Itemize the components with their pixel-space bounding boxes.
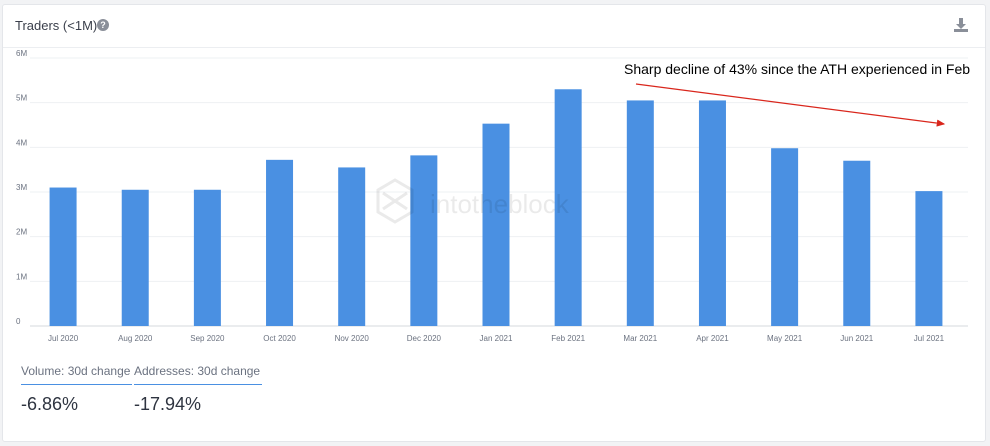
annotation-arrow <box>635 83 946 127</box>
metric-addresses-change: Addresses: 30d change -17.94% <box>134 362 263 415</box>
metric-value: -6.86% <box>21 394 79 414</box>
y-tick-label: 2M <box>16 228 27 237</box>
download-icon[interactable] <box>953 17 969 33</box>
bar-dec-2020[interactable] <box>410 155 438 326</box>
y-tick-label: 3M <box>16 183 27 192</box>
metric-volume-change: Volume: 30d change -6.86% <box>21 362 133 415</box>
watermark-logo: intotheblock <box>376 178 570 224</box>
chart-title: Traders (<1M) <box>15 18 98 33</box>
x-tick-label: Apr 2021 <box>696 334 729 343</box>
x-tick-label: Jan 2021 <box>480 334 513 343</box>
bar-jul-2020[interactable] <box>49 187 77 326</box>
chart-annotation: Sharp decline of 43% since the ATH exper… <box>624 61 971 77</box>
x-tick-label: Jun 2021 <box>840 334 873 343</box>
x-tick-label: Nov 2020 <box>335 334 370 343</box>
x-tick-label: Aug 2020 <box>118 334 153 343</box>
question-circle-icon[interactable]: ? <box>97 19 109 31</box>
metric-label: Addresses: 30d change <box>134 364 263 385</box>
x-tick-label: May 2021 <box>767 334 803 343</box>
y-tick-label: 4M <box>16 138 27 147</box>
metric-value: -17.94% <box>134 394 202 414</box>
x-tick-label: Mar 2021 <box>623 334 657 343</box>
bar-oct-2020[interactable] <box>266 159 294 326</box>
y-tick-label: 6M <box>16 49 27 58</box>
y-axis-ticks: 0 1M 2M 3M 4M 5M 6M <box>16 49 27 326</box>
x-tick-label: Oct 2020 <box>263 334 296 343</box>
bar-nov-2020[interactable] <box>338 167 366 326</box>
bar-aug-2020[interactable] <box>121 189 149 326</box>
bar-jul-2021[interactable] <box>915 191 943 326</box>
bar-sep-2020[interactable] <box>193 189 221 326</box>
svg-text:intotheblock: intotheblock <box>430 189 570 219</box>
x-tick-label: Jul 2020 <box>48 334 79 343</box>
bar-jan-2021[interactable] <box>482 123 510 326</box>
bar-feb-2021[interactable] <box>554 89 582 327</box>
x-tick-label: Feb 2021 <box>551 334 585 343</box>
y-tick-label: 5M <box>16 94 27 103</box>
bars <box>49 89 943 327</box>
bar-may-2021[interactable] <box>771 148 799 326</box>
x-axis-ticks: Jul 2020 Aug 2020 Sep 2020 Oct 2020 Nov 2020… <box>48 334 945 343</box>
bar-apr-2021[interactable] <box>698 100 726 326</box>
x-tick-label: Dec 2020 <box>407 334 442 343</box>
y-tick-label: 0 <box>16 317 21 326</box>
metric-label: Volume: 30d change <box>21 364 133 385</box>
x-tick-label: Sep 2020 <box>190 334 225 343</box>
bar-jun-2021[interactable] <box>843 160 871 326</box>
card-header: Traders (<1M) ? <box>3 5 985 48</box>
bar-mar-2021[interactable] <box>626 100 654 326</box>
y-tick-label: 1M <box>16 272 27 281</box>
x-tick-label: Jul 2021 <box>914 334 945 343</box>
